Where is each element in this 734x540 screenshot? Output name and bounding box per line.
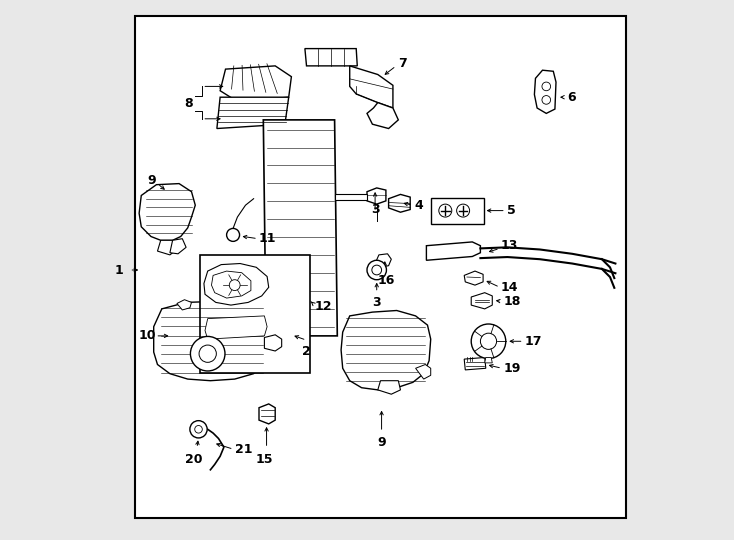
Circle shape xyxy=(439,204,452,217)
Polygon shape xyxy=(153,301,267,381)
Text: 6: 6 xyxy=(567,91,575,104)
Text: 11: 11 xyxy=(259,232,277,245)
Polygon shape xyxy=(378,381,401,394)
Circle shape xyxy=(190,421,207,438)
Polygon shape xyxy=(305,49,357,66)
Circle shape xyxy=(367,260,386,280)
Text: 5: 5 xyxy=(507,204,516,217)
Polygon shape xyxy=(264,335,282,351)
Polygon shape xyxy=(341,310,431,390)
Polygon shape xyxy=(177,300,192,310)
Polygon shape xyxy=(211,271,251,298)
Polygon shape xyxy=(464,357,486,370)
Polygon shape xyxy=(264,120,338,336)
Text: 2: 2 xyxy=(302,345,311,357)
Polygon shape xyxy=(204,264,269,305)
Circle shape xyxy=(199,345,217,362)
Text: 17: 17 xyxy=(525,335,542,348)
Circle shape xyxy=(542,82,550,91)
Text: 13: 13 xyxy=(501,239,518,252)
Text: 16: 16 xyxy=(377,274,395,287)
Text: 18: 18 xyxy=(503,295,520,308)
Polygon shape xyxy=(220,66,291,102)
Bar xyxy=(431,198,484,224)
Polygon shape xyxy=(471,293,493,309)
Text: 15: 15 xyxy=(255,453,273,465)
Polygon shape xyxy=(534,70,556,113)
Polygon shape xyxy=(415,364,431,379)
Bar xyxy=(200,255,310,373)
Text: 1: 1 xyxy=(115,264,123,276)
Text: 14: 14 xyxy=(501,281,518,294)
Text: 7: 7 xyxy=(398,57,407,70)
Text: 12: 12 xyxy=(314,300,332,313)
Polygon shape xyxy=(170,239,186,254)
Text: 10: 10 xyxy=(139,329,156,342)
Polygon shape xyxy=(259,404,275,424)
Polygon shape xyxy=(217,97,288,129)
Text: 3: 3 xyxy=(371,203,379,216)
Polygon shape xyxy=(139,184,195,240)
Polygon shape xyxy=(367,103,399,129)
Circle shape xyxy=(542,96,550,104)
Text: 19: 19 xyxy=(503,362,520,375)
Polygon shape xyxy=(367,188,386,204)
Circle shape xyxy=(372,265,382,275)
Text: 20: 20 xyxy=(186,453,203,465)
Text: 3: 3 xyxy=(372,296,381,309)
Polygon shape xyxy=(484,357,493,363)
Circle shape xyxy=(195,426,203,433)
Polygon shape xyxy=(158,240,177,255)
Circle shape xyxy=(229,280,240,291)
Text: 9: 9 xyxy=(148,174,156,187)
Polygon shape xyxy=(349,66,393,108)
Polygon shape xyxy=(464,271,483,285)
Polygon shape xyxy=(426,242,480,260)
Circle shape xyxy=(480,333,497,349)
Circle shape xyxy=(457,204,470,217)
Text: 8: 8 xyxy=(184,97,193,110)
Polygon shape xyxy=(388,194,410,212)
Text: 21: 21 xyxy=(235,443,252,456)
Circle shape xyxy=(227,228,239,241)
Polygon shape xyxy=(375,254,391,267)
Text: 4: 4 xyxy=(415,199,424,212)
Circle shape xyxy=(471,324,506,359)
Text: 9: 9 xyxy=(377,436,386,449)
Polygon shape xyxy=(335,194,367,200)
Polygon shape xyxy=(205,316,267,339)
Circle shape xyxy=(190,336,225,371)
